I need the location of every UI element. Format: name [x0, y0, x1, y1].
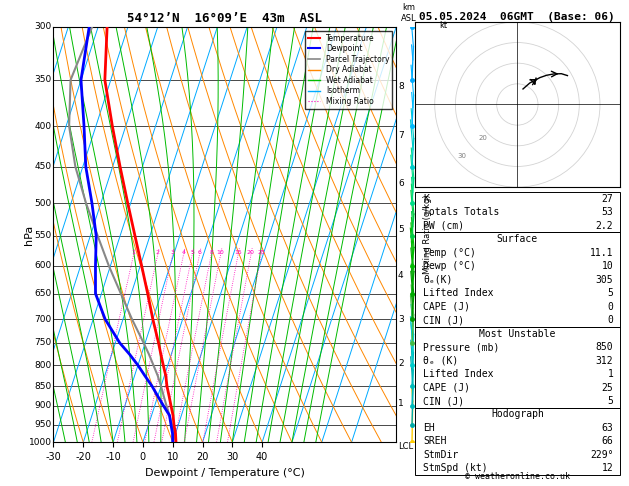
Text: 700: 700 [35, 314, 52, 324]
Text: 6: 6 [398, 179, 404, 188]
Text: 1: 1 [608, 369, 613, 379]
Text: 15: 15 [234, 250, 242, 256]
Text: 800: 800 [35, 361, 52, 370]
Text: 1: 1 [398, 399, 404, 408]
Text: 4: 4 [181, 250, 186, 256]
Text: 0: 0 [608, 315, 613, 325]
Text: 8: 8 [209, 250, 213, 256]
Text: hPa: hPa [25, 225, 35, 244]
Text: 5: 5 [190, 250, 194, 256]
Bar [415, 327, 620, 408]
Text: 2.2: 2.2 [596, 221, 613, 231]
Text: 450: 450 [35, 162, 52, 171]
Text: CAPE (J): CAPE (J) [423, 302, 470, 312]
Text: θₑ(K): θₑ(K) [423, 275, 453, 285]
Text: 53: 53 [602, 207, 613, 217]
Text: 500: 500 [35, 199, 52, 208]
Text: Hodograph: Hodograph [491, 410, 544, 419]
Text: StmSpd (kt): StmSpd (kt) [423, 464, 488, 473]
Text: Pressure (mb): Pressure (mb) [423, 342, 499, 352]
Text: 900: 900 [35, 401, 52, 410]
Text: SREH: SREH [423, 436, 447, 447]
Text: CIN (J): CIN (J) [423, 315, 464, 325]
Text: Totals Totals: Totals Totals [423, 207, 499, 217]
Text: 3: 3 [398, 314, 404, 324]
Text: 3: 3 [170, 250, 174, 256]
Text: 950: 950 [35, 420, 52, 429]
Text: 54°12’N  16°09’E  43m  ASL: 54°12’N 16°09’E 43m ASL [127, 12, 323, 25]
Text: Lifted Index: Lifted Index [423, 288, 494, 298]
Text: 750: 750 [35, 338, 52, 347]
Text: Lifted Index: Lifted Index [423, 369, 494, 379]
X-axis label: Dewpoint / Temperature (°C): Dewpoint / Temperature (°C) [145, 468, 305, 478]
Text: 05.05.2024  06GMT  (Base: 06): 05.05.2024 06GMT (Base: 06) [420, 12, 615, 22]
Text: θₑ (K): θₑ (K) [423, 356, 459, 365]
Text: LCL: LCL [398, 442, 413, 451]
Text: K: K [423, 194, 429, 204]
Text: 30: 30 [457, 153, 467, 159]
Text: EH: EH [423, 423, 435, 433]
Text: 850: 850 [35, 382, 52, 391]
Text: PW (cm): PW (cm) [423, 221, 464, 231]
Text: 63: 63 [602, 423, 613, 433]
Text: 600: 600 [35, 261, 52, 270]
Text: Temp (°C): Temp (°C) [423, 248, 476, 258]
Text: 2: 2 [398, 359, 404, 367]
Text: 5: 5 [608, 396, 613, 406]
Text: 850: 850 [596, 342, 613, 352]
Text: 20: 20 [478, 135, 487, 140]
Text: Mixing Ratio (g/kg): Mixing Ratio (g/kg) [423, 195, 431, 274]
Text: 0: 0 [608, 302, 613, 312]
Text: StmDir: StmDir [423, 450, 459, 460]
Text: 312: 312 [596, 356, 613, 365]
Text: 66: 66 [602, 436, 613, 447]
Text: 7: 7 [398, 131, 404, 140]
Text: 8: 8 [398, 82, 404, 91]
Text: Surface: Surface [497, 234, 538, 244]
Text: 300: 300 [35, 22, 52, 31]
Text: kt: kt [439, 21, 447, 30]
Bar [415, 408, 620, 475]
Bar [415, 232, 620, 327]
Text: 27: 27 [602, 194, 613, 204]
Text: 4: 4 [398, 271, 404, 279]
Text: 1000: 1000 [29, 438, 52, 447]
Text: 6: 6 [198, 250, 201, 256]
Text: 12: 12 [602, 464, 613, 473]
Text: 2: 2 [155, 250, 160, 256]
Text: Most Unstable: Most Unstable [479, 329, 555, 339]
Text: 11.1: 11.1 [590, 248, 613, 258]
Text: 1: 1 [131, 250, 135, 256]
Text: 550: 550 [35, 231, 52, 241]
Text: km
ASL: km ASL [401, 3, 416, 22]
Text: © weatheronline.co.uk: © weatheronline.co.uk [465, 472, 570, 481]
Text: 25: 25 [602, 382, 613, 393]
Text: 650: 650 [35, 289, 52, 298]
Text: 20: 20 [247, 250, 255, 256]
Bar [415, 192, 620, 232]
Text: CIN (J): CIN (J) [423, 396, 464, 406]
Legend: Temperature, Dewpoint, Parcel Trajectory, Dry Adiabat, Wet Adiabat, Isotherm, Mi: Temperature, Dewpoint, Parcel Trajectory… [305, 31, 392, 109]
Text: 229°: 229° [590, 450, 613, 460]
Text: 5: 5 [398, 225, 404, 234]
Text: Dewp (°C): Dewp (°C) [423, 261, 476, 271]
Text: 400: 400 [35, 122, 52, 131]
Text: CAPE (J): CAPE (J) [423, 382, 470, 393]
Text: 350: 350 [35, 75, 52, 85]
Text: 5: 5 [608, 288, 613, 298]
Text: 10: 10 [602, 261, 613, 271]
Text: 305: 305 [596, 275, 613, 285]
Text: 25: 25 [257, 250, 265, 256]
Text: 10: 10 [216, 250, 225, 256]
